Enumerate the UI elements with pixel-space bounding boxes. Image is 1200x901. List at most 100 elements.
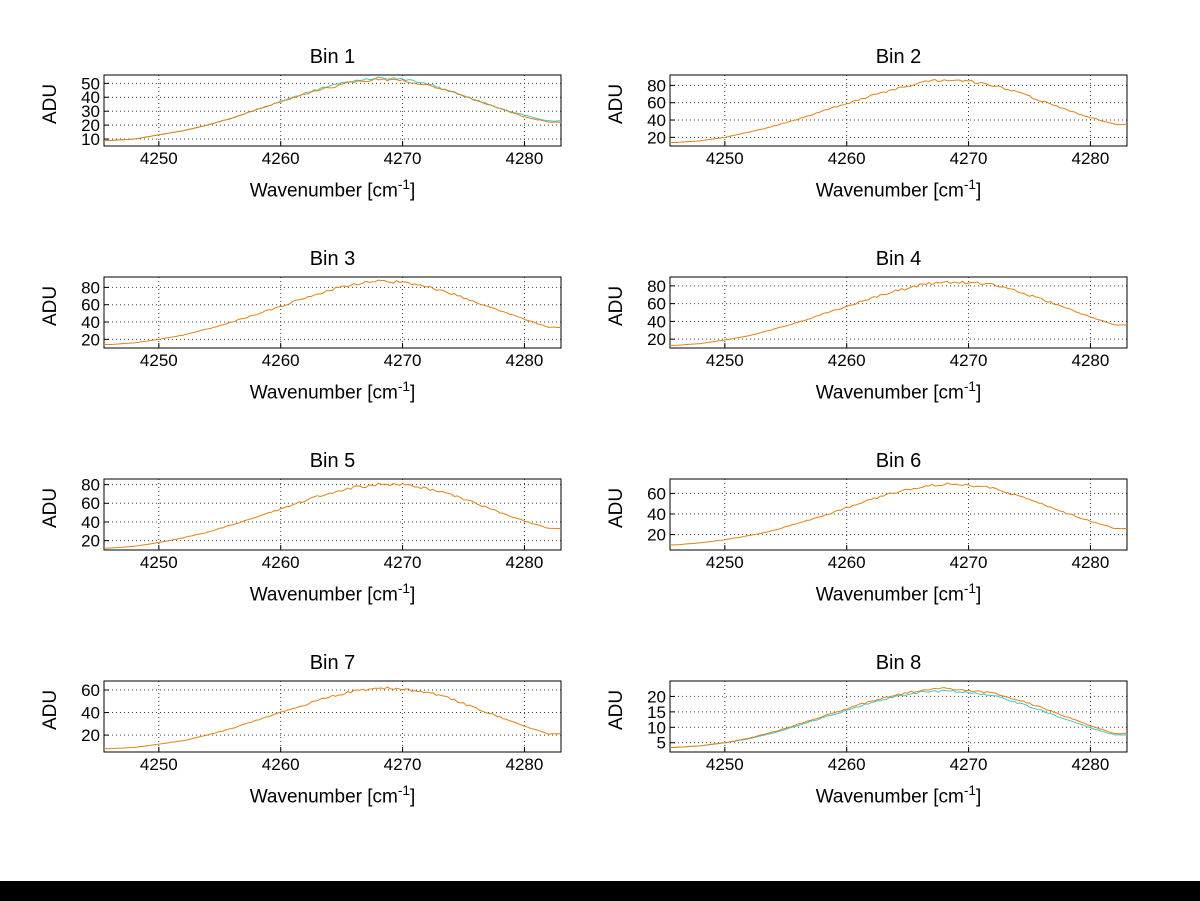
x-axis-label: Wavenumber [cm-1]	[104, 576, 561, 608]
chart-bin-2: Bin 2 ADU 20 40 60 80 4250 4260 4270 4280 Waven…	[604, 42, 1130, 204]
plot-row: ADU 20 40 60 4250 4260 4270 4280	[604, 476, 1130, 576]
x-axis-label-exponent: -1	[963, 581, 977, 596]
plot-row: ADU 10 20 30 40 50 4250 4260 4270 4280	[38, 72, 564, 172]
x-tick-label: 4280	[1072, 351, 1110, 370]
y-tick-label: 80	[81, 278, 100, 297]
series-curve-orange	[103, 78, 562, 141]
chart-bin-5: Bin 5 ADU 20 40 60 80 4250 4260 4270 4280 Waven…	[38, 446, 564, 608]
y-tick-label: 40	[81, 513, 100, 532]
x-tick-label: 4270	[950, 351, 988, 370]
x-tick-label: 4270	[384, 149, 422, 168]
x-tick-label: 4250	[706, 755, 744, 774]
y-axis-label: ADU	[606, 285, 627, 326]
chart-bin-3: Bin 3 ADU 20 40 60 80 4250 4260 4270 4280 Waven…	[38, 244, 564, 406]
x-tick-label: 4260	[828, 755, 866, 774]
plot-box	[669, 74, 1128, 147]
x-axis-label-close: ]	[976, 382, 982, 404]
y-tick-label: 10	[81, 130, 100, 149]
chart-bin-8: Bin 8 ADU 5 10 15 20 4250 4260 4270 4280 Wavenu…	[604, 648, 1130, 810]
y-axis-label: ADU	[40, 83, 61, 124]
x-tick-label: 4280	[506, 351, 544, 370]
x-axis-label-text: Wavenumber [cm	[249, 584, 398, 606]
x-tick-label: 4250	[706, 149, 744, 168]
x-tick-label: 4260	[828, 553, 866, 572]
chart-title: Bin 8	[875, 652, 922, 674]
y-tick-label: 40	[81, 313, 100, 332]
x-axis-label-text: Wavenumber [cm	[815, 180, 964, 202]
plot-row: ADU 20 40 60 80 4250 4260 4270 4280	[604, 72, 1130, 172]
chart-title: Bin 2	[875, 46, 922, 68]
x-tick-label: 4280	[506, 149, 544, 168]
y-tick-label: 80	[647, 277, 666, 296]
series-curve-teal	[103, 76, 562, 141]
x-axis-label-exponent: -1	[963, 177, 977, 192]
x-tick-label: 4250	[140, 755, 178, 774]
y-tick-label: 50	[81, 74, 100, 93]
plot-area-bin-7: 20 40 60 4250 4260 4270 4280	[81, 680, 562, 774]
y-tick-label: 40	[81, 88, 100, 107]
x-axis-label: Wavenumber [cm-1]	[104, 172, 561, 204]
x-axis-label-text: Wavenumber [cm	[815, 382, 964, 404]
x-axis-label: Wavenumber [cm-1]	[670, 172, 1127, 204]
chart-title: Bin 3	[309, 248, 356, 270]
x-tick-label: 4260	[262, 553, 300, 572]
plot-row: ADU 5 10 15 20 4250 4260 4270 4280	[604, 678, 1130, 778]
x-axis-label-text: Wavenumber [cm	[815, 786, 964, 808]
x-axis-label-text: Wavenumber [cm	[249, 180, 398, 202]
y-tick-label: 20	[647, 687, 666, 706]
x-tick-label: 4270	[384, 755, 422, 774]
x-axis-label-exponent: -1	[397, 177, 411, 192]
chart-bin-4: Bin 4 ADU 20 40 60 80 4250 4260 4270 4280 Waven…	[604, 244, 1130, 406]
y-tick-label: 5	[657, 734, 666, 753]
series-curve-teal	[669, 689, 1128, 748]
plot-box	[103, 74, 562, 147]
y-tick-label: 15	[647, 703, 666, 722]
y-tick-label: 60	[647, 484, 666, 503]
x-axis-label-exponent: -1	[963, 379, 977, 394]
x-axis-label-close: ]	[410, 786, 416, 808]
x-tick-label: 4280	[1072, 553, 1110, 572]
x-tick-label: 4260	[828, 149, 866, 168]
y-tick-label: 10	[647, 718, 666, 737]
y-tick-label: 20	[81, 116, 100, 135]
x-tick-label: 4280	[506, 755, 544, 774]
plot-box	[103, 478, 562, 551]
x-tick-label: 4260	[262, 755, 300, 774]
chart-title: Bin 1	[309, 46, 356, 68]
chart-title: Bin 4	[875, 248, 922, 270]
x-tick-label: 4280	[1072, 149, 1110, 168]
x-tick-label: 4260	[262, 149, 300, 168]
x-tick-label: 4250	[140, 553, 178, 572]
y-tick-label: 60	[81, 296, 100, 315]
x-axis-label-close: ]	[410, 180, 416, 202]
series-curve-orange	[103, 279, 562, 346]
y-tick-label: 60	[81, 681, 100, 700]
x-axis-label: Wavenumber [cm-1]	[104, 778, 561, 810]
plot-box	[669, 478, 1128, 551]
x-axis-label-text: Wavenumber [cm	[249, 786, 398, 808]
chart-bin-6: Bin 6 ADU 20 40 60 4250 4260 4270 4280 Wavenum…	[604, 446, 1130, 608]
x-tick-label: 4250	[140, 149, 178, 168]
y-axis-label: ADU	[606, 689, 627, 730]
plot-area-bin-6: 20 40 60 4250 4260 4270 4280	[647, 478, 1128, 572]
x-axis-label: Wavenumber [cm-1]	[670, 778, 1127, 810]
series-curve-orange	[669, 79, 1128, 144]
x-tick-label: 4250	[140, 351, 178, 370]
y-tick-label: 40	[81, 704, 100, 723]
x-axis-label-close: ]	[976, 786, 982, 808]
chart-title: Bin 7	[309, 652, 356, 674]
x-tick-label: 4260	[828, 351, 866, 370]
x-tick-label: 4260	[262, 351, 300, 370]
y-axis-label: ADU	[40, 689, 61, 730]
y-tick-label: 40	[647, 505, 666, 524]
y-tick-label: 30	[81, 102, 100, 121]
series-curve-orange	[669, 482, 1128, 546]
x-axis-label-text: Wavenumber [cm	[815, 584, 964, 606]
y-tick-label: 20	[81, 330, 100, 349]
y-tick-label: 60	[647, 94, 666, 113]
